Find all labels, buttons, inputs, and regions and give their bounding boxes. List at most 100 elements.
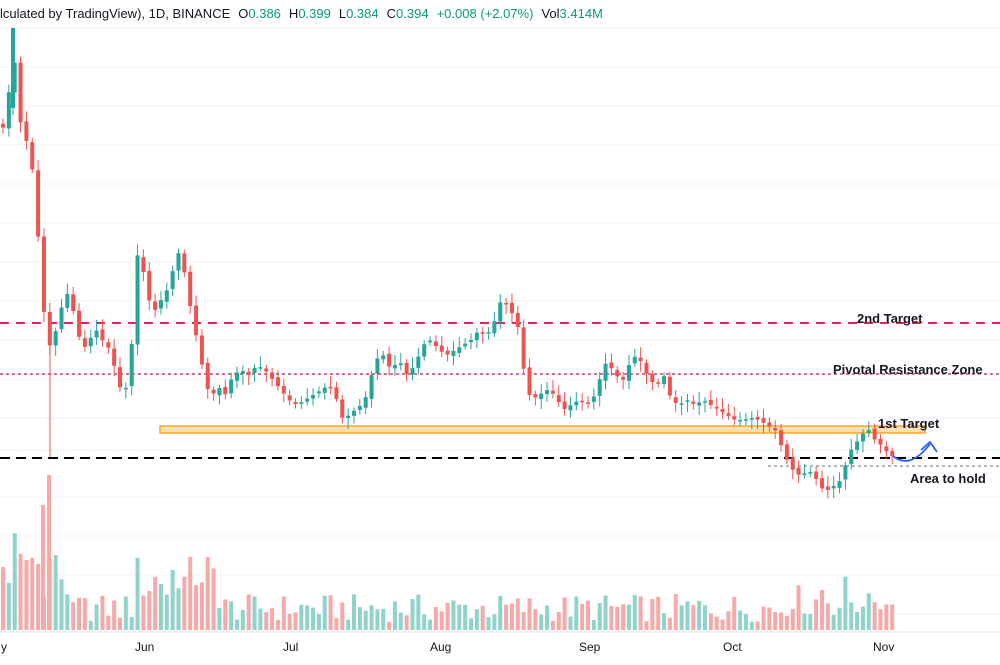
volume-bar [340,602,345,630]
volume-bar [118,617,122,630]
candle-body [82,338,87,347]
candle-body [404,362,409,375]
volume-bar [790,608,795,630]
volume-bar [667,617,672,630]
volume-bar [352,594,356,630]
volume-bar [504,604,509,630]
candle-body [205,362,210,390]
x-axis: y Jun Jul Aug Sep Oct Nov [1,640,894,654]
volume-bar [480,605,485,630]
change-value: +0.008 (+2.07%) [436,6,534,21]
x-tick-label: Oct [723,640,742,654]
volume-bar [153,576,158,630]
volume-bar [369,605,374,630]
candle-body [293,402,298,405]
volume-bar [106,615,111,630]
volume-bar [94,604,99,630]
candle-body [258,367,263,369]
candle-body [586,402,590,404]
candle-body [755,416,760,420]
candle-body [392,365,397,369]
volume-bar [404,615,409,630]
volume-bar [609,605,614,630]
candle-body [825,486,830,490]
volume-bar [36,563,41,630]
volume-bar [591,620,596,630]
x-tick-label: Jul [283,640,298,654]
candle-body [357,405,362,410]
volume-bar [814,599,819,630]
candle-body [123,387,128,390]
volume-bar [182,576,187,630]
volume-bar [176,588,181,630]
candle-body [211,389,216,394]
candle-body [346,415,351,419]
volume-bar [217,608,222,630]
candle-body [240,371,245,374]
candle-body [831,486,836,489]
volume-bar [305,605,310,630]
candle-body [743,419,748,421]
volume-bar [275,619,280,630]
candle-body [457,347,462,353]
candle-body [580,400,585,403]
candle-body [387,353,392,367]
candle-body [428,340,433,343]
volume-bar [527,598,532,630]
volume-bar [240,609,245,630]
volume-bar [474,609,479,630]
candle-body [521,327,526,369]
annotation-layer: 2nd Target Pivotal Resistance Zone 1st Tar… [833,311,986,486]
volume-bar [603,595,608,630]
volume-bar [855,611,860,630]
volume-bar [796,585,801,630]
candle-body [252,368,257,374]
volume-bar [656,596,661,630]
candle-body [486,332,491,334]
candle-body [71,294,76,311]
volume-label: Vol [541,6,560,21]
candle-body [656,382,661,384]
volume-bar [170,569,175,630]
volume-bar [539,614,544,630]
volume-bar [322,595,327,630]
volume-bar [100,595,105,630]
volume-bar [732,597,737,630]
candle-body [1,123,5,128]
candle-body [837,481,842,488]
volume-bar [773,612,778,630]
volume-bar [439,611,444,630]
volume-bar [580,603,585,630]
candle-body [158,300,163,309]
high-label: H [288,6,299,21]
volume-bar [820,589,824,630]
candle-body [527,367,532,395]
candle-body [504,302,509,305]
candle-body [626,365,631,381]
candle-body [6,92,11,129]
candle-body [369,375,374,399]
volume-bar [644,621,649,630]
volume-bar [761,606,766,630]
x-tick-label: Jun [135,640,154,654]
volume-bar [363,610,368,630]
volume-bar [211,568,216,630]
candle-body [36,170,41,237]
candle-body [650,374,655,383]
volume-bar [334,618,339,630]
candle-body [574,401,579,406]
levels-layer [0,322,1000,467]
candle-body [545,390,550,395]
candle-body [194,305,199,336]
candle-body [492,321,497,334]
volume-bar [264,612,269,630]
candle-body [779,430,784,446]
open-label: O [238,6,249,21]
candle-body [433,341,438,347]
volume-bar [784,615,789,630]
candle-body [469,340,473,343]
candle-body [890,451,895,456]
volume-bar [749,621,754,630]
first-target-zone [159,425,926,434]
volume-bar [47,475,51,630]
